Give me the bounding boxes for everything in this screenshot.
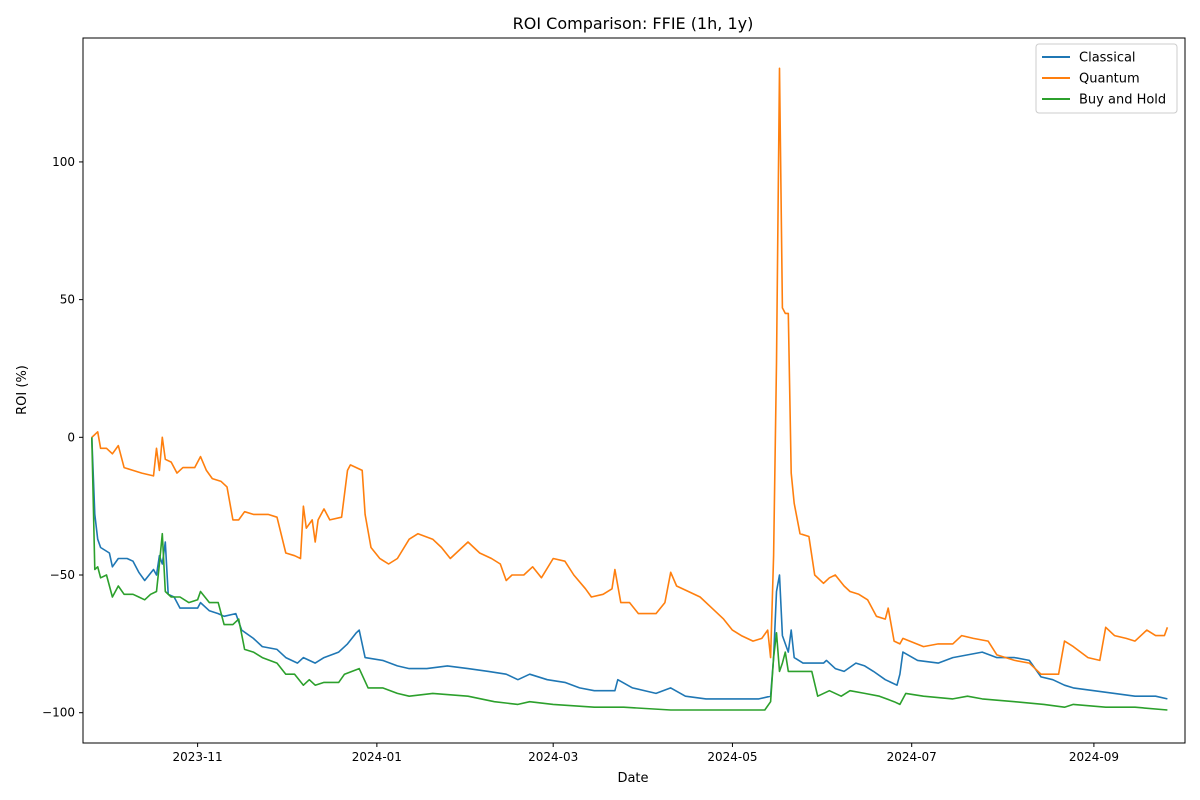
legend-label: Quantum <box>1079 72 1140 87</box>
x-tick-label: 2024-01 <box>352 750 402 764</box>
legend: Classical Quantum Buy and Hold <box>1035 43 1178 114</box>
series-layer <box>91 67 1169 711</box>
x-axis: 2023-11 2024-01 2024-03 2024-05 2024-07 2024-… <box>173 743 1119 764</box>
y-tick-label: 0 <box>67 430 75 444</box>
series-line-buy-and-hold <box>91 437 1168 711</box>
y-tick-label: −100 <box>42 706 75 720</box>
x-tick-label: 2024-05 <box>707 750 757 764</box>
y-axis: −100 −50 0 50 100 <box>42 155 83 720</box>
y-axis-label: ROI (%) <box>15 365 30 415</box>
x-axis-label: Date <box>617 771 648 786</box>
y-tick-label: 100 <box>52 155 75 169</box>
plot-area <box>82 37 1186 744</box>
legend-label: Classical <box>1079 51 1136 66</box>
y-tick-label: −50 <box>50 568 75 582</box>
legend-box <box>1035 43 1178 114</box>
chart-title: ROI Comparison: FFIE (1h, 1y) <box>513 14 754 33</box>
y-tick-label: 50 <box>60 293 75 307</box>
series-line-classical <box>91 437 1168 700</box>
x-tick-label: 2024-03 <box>528 750 578 764</box>
series-line-quantum <box>91 67 1169 675</box>
axes-frame <box>82 37 1186 744</box>
x-tick-label: 2024-09 <box>1069 750 1119 764</box>
x-tick-label: 2024-07 <box>887 750 937 764</box>
x-tick-label: 2023-11 <box>173 750 223 764</box>
legend-label: Buy and Hold <box>1079 93 1166 108</box>
